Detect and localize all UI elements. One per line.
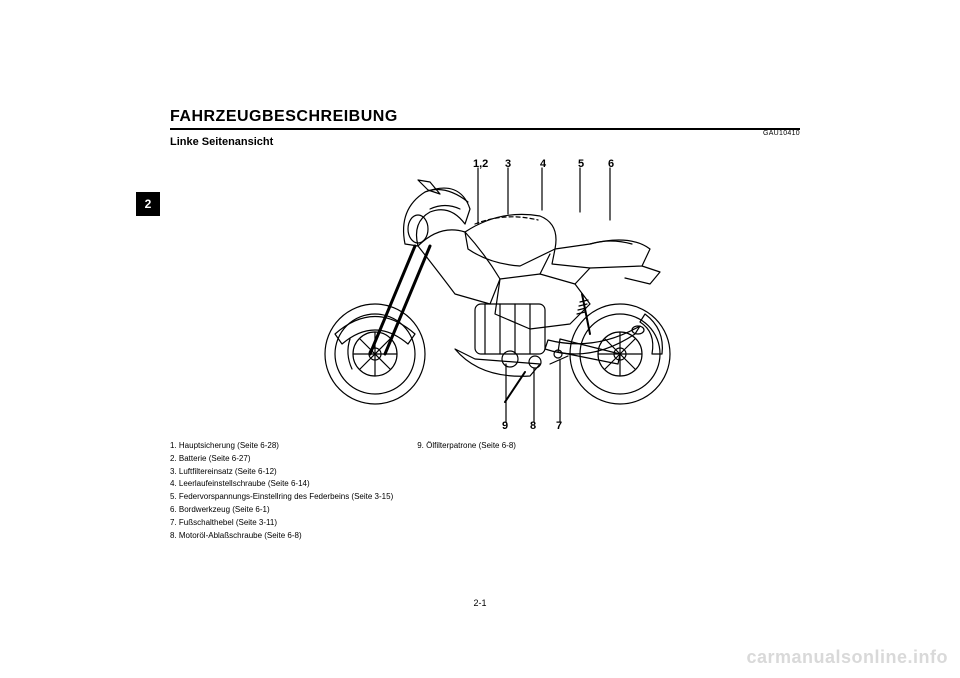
watermark: carmanualsonline.info [746, 647, 948, 668]
heading-row: FAHRZEUGBESCHREIBUNG [170, 108, 800, 130]
page-number: 2-1 [0, 598, 960, 608]
content-area: FAHRZEUGBESCHREIBUNG GAU10410 Linke Seit… [170, 108, 800, 542]
legend-item: 1. Hauptsicherung (Seite 6-28) [170, 440, 393, 453]
legend-item: 3. Luftfiltereinsatz (Seite 6-12) [170, 466, 393, 479]
legend-item: 8. Motoröl-Ablaßschraube (Seite 6-8) [170, 530, 393, 543]
figure: 1,2 3 4 5 6 9 8 7 [170, 154, 800, 434]
legend-item: 9. Ölfilterpatrone (Seite 6-8) [417, 440, 516, 453]
legend-item: 7. Fußschalthebel (Seite 3-11) [170, 517, 393, 530]
legend-item: 2. Batterie (Seite 6-27) [170, 453, 393, 466]
manual-page: 2 FAHRZEUGBESCHREIBUNG GAU10410 Linke Se… [0, 0, 960, 678]
legend-col-2: 9. Ölfilterpatrone (Seite 6-8) [417, 440, 516, 542]
legend: 1. Hauptsicherung (Seite 6-28) 2. Batter… [170, 440, 800, 542]
legend-item: 5. Federvorspannungs-Einstellring des Fe… [170, 491, 393, 504]
motorcycle-diagram [290, 154, 710, 434]
legend-col-1: 1. Hauptsicherung (Seite 6-28) 2. Batter… [170, 440, 393, 542]
doc-id: GAU10410 [763, 130, 800, 137]
legend-item: 6. Bordwerkzeug (Seite 6-1) [170, 504, 393, 517]
page-title: FAHRZEUGBESCHREIBUNG [170, 108, 800, 126]
legend-item: 4. Leerlaufeinstellschraube (Seite 6-14) [170, 478, 393, 491]
subtitle: Linke Seitenansicht [170, 136, 800, 148]
chapter-tab: 2 [136, 192, 160, 216]
